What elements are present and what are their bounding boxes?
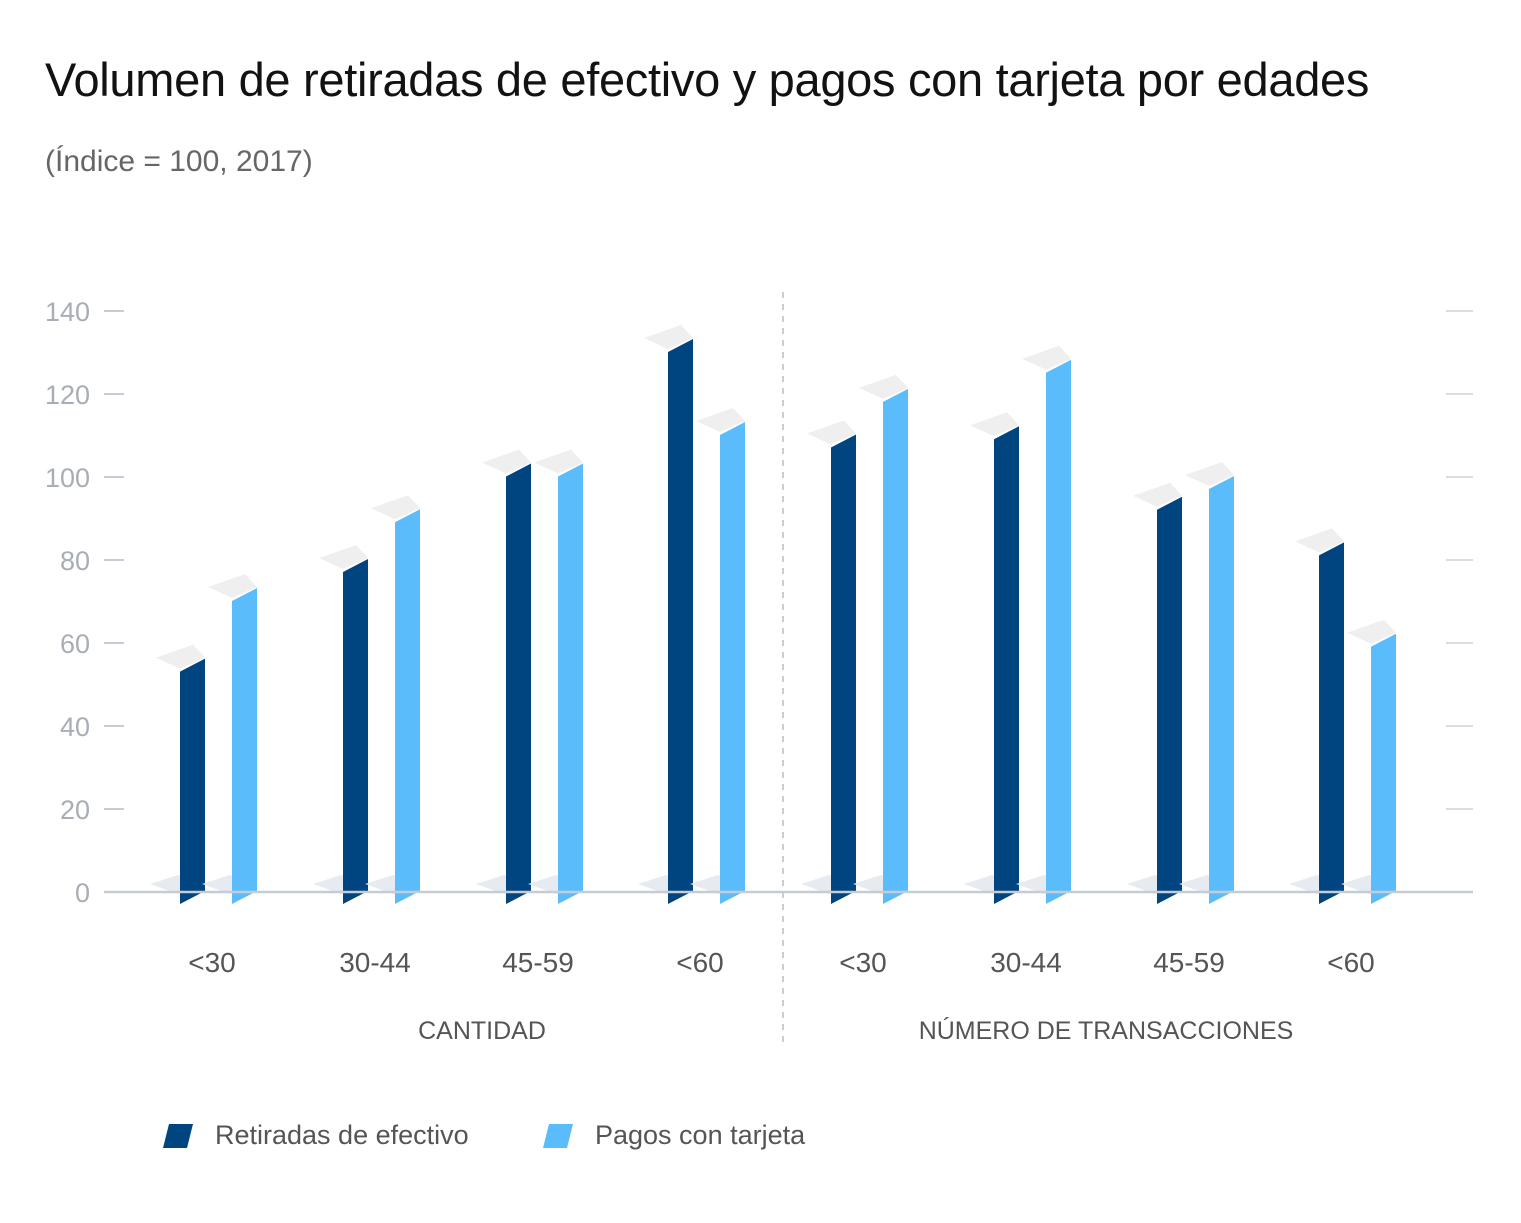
bar-cash	[831, 434, 856, 904]
bar-cash	[180, 658, 205, 904]
bar-card	[558, 463, 583, 904]
legend-label-cash: Retiradas de efectivo	[215, 1120, 469, 1150]
y-tick-label: 60	[60, 629, 90, 659]
legend-item-card: Pagos con tarjeta	[543, 1120, 805, 1151]
bar-card	[232, 588, 257, 904]
y-tick-label: 20	[60, 795, 90, 825]
bar-cap	[859, 374, 908, 399]
bar-card	[1371, 633, 1396, 904]
chart-subtitle: (Índice = 100, 2017)	[45, 145, 313, 178]
bar-card	[1209, 476, 1234, 904]
bar-cap	[696, 408, 745, 433]
bar-cap	[208, 574, 257, 599]
x-category-label: 30-44	[339, 947, 411, 978]
y-tick-label: 0	[75, 878, 90, 908]
x-group-label: CANTIDAD	[418, 1017, 546, 1045]
y-tick-label: 120	[45, 380, 90, 410]
bar-cap	[807, 420, 856, 445]
bar-cash	[506, 463, 531, 904]
bar-cap	[371, 495, 420, 520]
y-tick-label: 40	[60, 712, 90, 742]
bar-cap	[1185, 462, 1234, 486]
legend-swatch-card	[543, 1123, 573, 1148]
x-group-label: NÚMERO DE TRANSACCIONES	[919, 1016, 1294, 1045]
bar-cap	[156, 644, 205, 669]
x-category-label: <30	[188, 947, 236, 978]
y-tick-label: 80	[60, 546, 90, 576]
legend-item-cash: Retiradas de efectivo	[163, 1120, 469, 1151]
bar-cap	[1133, 482, 1182, 507]
x-category-label: <30	[839, 947, 887, 978]
bar-card	[720, 422, 745, 904]
x-category-label: <60	[676, 947, 724, 978]
bar-card	[883, 388, 908, 905]
bar-cash	[994, 426, 1019, 904]
bar-cap	[482, 449, 531, 474]
bar-cap	[534, 449, 583, 474]
x-category-label: 45-59	[502, 947, 574, 978]
bar-cap	[644, 325, 693, 350]
bar-card	[395, 509, 420, 904]
x-category-label: 30-44	[990, 947, 1062, 978]
x-category-label: 45-59	[1153, 947, 1225, 978]
bar-cap	[1347, 619, 1396, 644]
legend-label-card: Pagos con tarjeta	[595, 1120, 806, 1150]
chart-title: Volumen de retiradas de efectivo y pagos…	[45, 53, 1370, 106]
bar-cap	[1295, 528, 1344, 553]
bar-cap	[970, 412, 1019, 437]
bar-cash	[1319, 542, 1344, 904]
bar-cap	[1022, 345, 1071, 370]
bar-cash	[343, 559, 368, 904]
bar-card	[1046, 359, 1071, 904]
x-category-label: <60	[1327, 947, 1375, 978]
bar-cap	[319, 545, 368, 569]
y-tick-label: 100	[45, 463, 90, 493]
legend-swatch-cash	[163, 1123, 193, 1148]
bar-cash	[668, 339, 693, 904]
bar-cash	[1157, 496, 1182, 904]
y-tick-label: 140	[45, 297, 90, 327]
